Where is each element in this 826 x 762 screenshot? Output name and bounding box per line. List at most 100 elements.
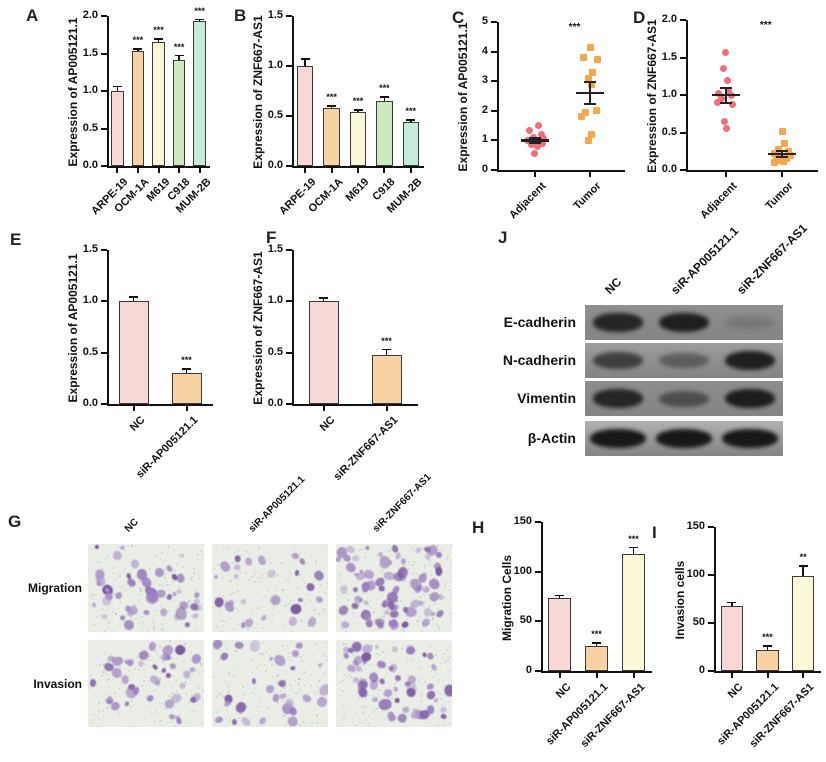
protein-band <box>590 429 646 448</box>
y-tick-mark <box>101 249 107 251</box>
stain-speck <box>429 563 432 566</box>
error-bar-cap <box>300 58 310 60</box>
sem-cap-top <box>584 81 597 84</box>
y-axis-title: Expression of ZNF667-AS1 <box>645 19 659 173</box>
y-tick-label: 150 <box>686 520 705 532</box>
stain-speck <box>166 580 169 583</box>
stain-speck <box>152 618 155 621</box>
blot-strip <box>585 305 783 340</box>
stain-speck <box>415 649 418 652</box>
stain-speck <box>236 649 239 652</box>
panel-h-bar-chart: 0 50 100 150 Migration Cells NC *** siR-AP00512… <box>500 515 652 750</box>
y-tick-label: 2 <box>481 103 488 116</box>
stain-speck <box>106 678 109 681</box>
stain-speck <box>95 641 98 644</box>
panel-c-letter: C <box>452 8 465 27</box>
blot-column-label: siR-ZNF667-AS1 <box>734 221 811 297</box>
stain-speck <box>315 721 318 724</box>
stain-speck <box>444 584 447 587</box>
stain-speck <box>141 719 144 722</box>
stain-speck <box>112 679 115 682</box>
stain-speck <box>168 694 171 697</box>
stain-speck <box>233 701 236 704</box>
x-category-label: NC <box>553 681 573 701</box>
stain-speck <box>95 616 98 619</box>
error-bar-line <box>383 97 386 101</box>
stain-speck <box>90 721 93 724</box>
bar <box>323 108 340 166</box>
stain-speck <box>256 725 259 727</box>
stain-speck <box>391 642 394 645</box>
x-tick-mark <box>534 172 537 177</box>
stain-speck <box>280 689 283 692</box>
stain-speck <box>423 600 426 603</box>
stain-speck <box>357 696 360 699</box>
stain-speck <box>254 569 257 572</box>
stain-speck <box>265 670 268 673</box>
mean-line <box>576 92 605 95</box>
stain-speck <box>260 626 263 629</box>
stain-speck <box>302 720 305 723</box>
stain-speck <box>380 595 383 598</box>
stain-speck <box>338 578 341 581</box>
stain-speck <box>352 614 355 617</box>
stained-cell <box>426 651 435 661</box>
x-tick-mark <box>409 168 412 173</box>
stain-speck <box>301 620 304 623</box>
stain-speck <box>307 691 310 694</box>
stain-speck <box>340 560 343 563</box>
stain-speck <box>267 647 270 650</box>
y-axis-line <box>541 522 543 673</box>
stain-speck <box>237 608 240 611</box>
stain-speck <box>160 551 163 554</box>
stained-cell <box>337 604 350 617</box>
stain-speck <box>147 629 150 632</box>
stain-speck <box>316 615 319 618</box>
x-category-label: Tumor <box>763 180 796 213</box>
stain-speck <box>377 689 380 692</box>
stain-speck <box>381 710 384 713</box>
stain-speck <box>308 594 311 597</box>
stain-speck <box>227 713 230 716</box>
stain-speck <box>184 681 187 684</box>
error-bar-cap <box>129 296 138 298</box>
stain-speck <box>355 682 358 685</box>
stained-cell <box>278 691 288 700</box>
stained-cell <box>251 677 256 684</box>
stained-cell <box>175 717 183 726</box>
stain-speck <box>322 567 325 569</box>
stain-speck <box>436 680 439 683</box>
stain-speck <box>105 641 108 644</box>
stain-speck <box>447 666 450 669</box>
data-point <box>579 54 587 62</box>
stained-cell <box>410 710 419 719</box>
stain-speck <box>396 600 399 603</box>
stain-speck <box>318 679 321 682</box>
bar <box>152 41 165 166</box>
x-tick-mark <box>322 406 325 411</box>
bar <box>402 122 419 166</box>
stain-speck <box>434 602 437 605</box>
error-bar-cap <box>154 38 163 40</box>
x-axis-line <box>541 671 652 673</box>
stain-speck <box>159 657 162 660</box>
stain-speck <box>155 711 158 714</box>
stain-speck <box>225 723 228 726</box>
stain-speck <box>90 594 93 597</box>
stain-speck <box>90 548 93 551</box>
panel-e-letter: E <box>10 230 22 249</box>
stain-speck <box>269 654 272 657</box>
stain-speck <box>281 588 284 591</box>
stain-speck <box>99 654 102 657</box>
stain-speck <box>324 656 327 659</box>
stain-speck <box>365 551 368 554</box>
blot-row-label: β-Actin <box>527 430 576 446</box>
stain-speck <box>362 712 365 715</box>
stain-speck <box>237 548 240 551</box>
stain-speck <box>152 628 155 631</box>
stain-speck <box>118 601 121 604</box>
stain-speck <box>303 673 306 676</box>
stain-speck <box>418 681 421 684</box>
y-axis-title: Expression of ZNF667-AS1 <box>251 251 265 405</box>
stain-speck <box>269 562 272 564</box>
